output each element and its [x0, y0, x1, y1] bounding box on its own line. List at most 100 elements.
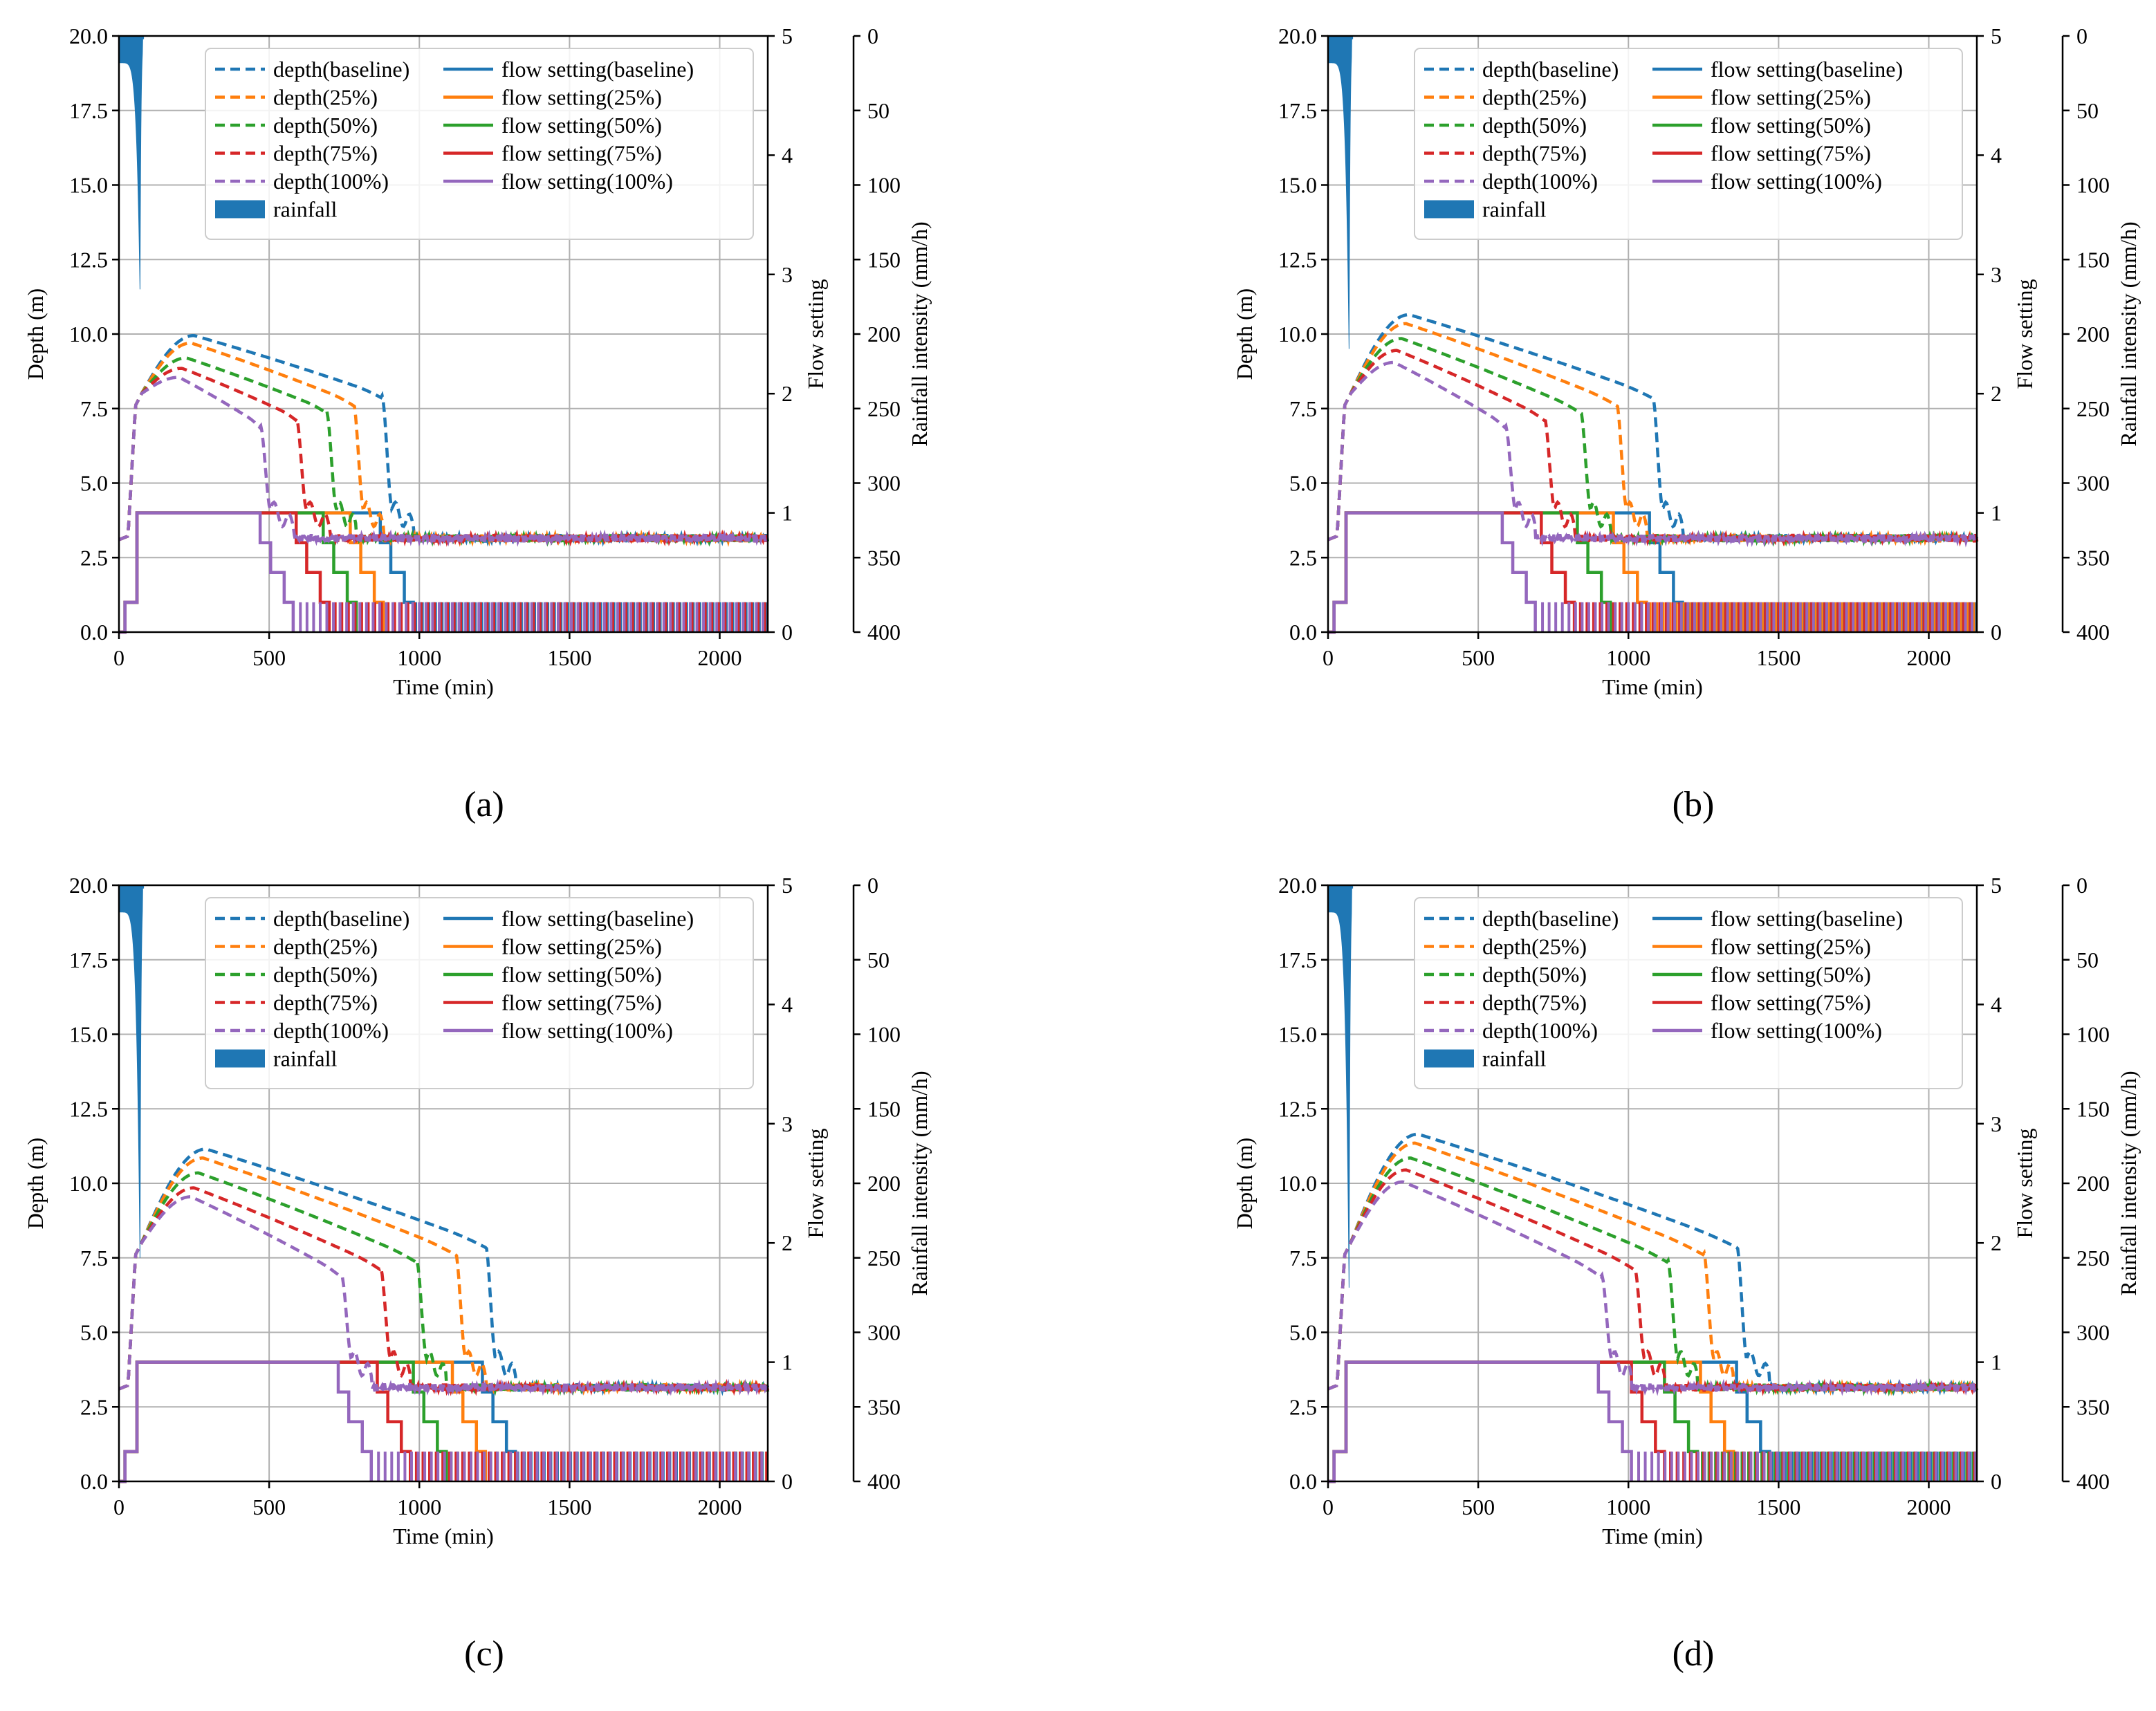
- flow-tick-label: 3: [782, 262, 793, 287]
- rain-tick-label: 350: [2076, 1394, 2110, 1419]
- depth-tick-label: 17.5: [1278, 98, 1317, 123]
- legend-depth-label: depth(50%): [1482, 962, 1587, 987]
- legend-flow-label: flow setting(baseline): [1711, 57, 1903, 82]
- depth-line-50%: [118, 1171, 770, 1396]
- rain-axis-title: Rainfall intensity (mm/h): [2116, 221, 2141, 446]
- chart-panel-b: 0.02.55.07.510.012.515.017.520.00 500 1000…: [1232, 24, 2141, 824]
- legend-depth-label: depth(25%): [1482, 85, 1587, 110]
- depth-tick-label: 15.0: [69, 1022, 108, 1047]
- legend-flow-label: flow setting(50%): [501, 113, 662, 138]
- legend-flow-label: flow setting(75%): [1711, 141, 1871, 166]
- rain-tick-label: 100: [2076, 1022, 2110, 1047]
- flow-tick-label: 4: [1991, 142, 2002, 167]
- x-tick-label: 2000: [698, 1495, 742, 1519]
- flow-tick-label: 3: [1991, 1111, 2002, 1136]
- rain-tick-label: 200: [867, 1171, 901, 1196]
- flow-tail-75%: [414, 1451, 768, 1481]
- x-tick-label: 0: [113, 1495, 125, 1519]
- depth-tick-label: 12.5: [69, 1096, 108, 1121]
- x-axis-title: Time (min): [1602, 674, 1703, 699]
- depth-tick-label: 5.0: [80, 471, 108, 496]
- legend-depth-label: depth(75%): [273, 990, 378, 1015]
- rain-tick-label: 300: [867, 1320, 901, 1345]
- flow-tail-75%: [333, 602, 766, 632]
- legend: depth(baseline) depth(25%) depth(50%) depth…: [205, 48, 754, 240]
- depth-axis-title: Depth (m): [1232, 1138, 1257, 1229]
- flow-tick-label: 5: [782, 24, 793, 48]
- x-tick-label: 2000: [1907, 1495, 1951, 1519]
- depth-line-100%: [1327, 1180, 1978, 1397]
- legend-depth-label: depth(25%): [273, 934, 378, 959]
- rain-tick-label: 0: [2076, 873, 2088, 898]
- depth-tick-label: 0.0: [1289, 1469, 1317, 1494]
- rain-tick-label: 200: [2076, 1171, 2110, 1196]
- flow-line-75%: [119, 1360, 412, 1483]
- depth-line-100%: [118, 376, 768, 548]
- flow-tick-label: 4: [1991, 992, 2002, 1017]
- flow-tick-label: 1: [1991, 501, 2002, 526]
- legend-depth-label: depth(baseline): [273, 57, 409, 82]
- legend: depth(baseline) depth(25%) depth(50%) depth…: [1414, 48, 1963, 240]
- depth-line-25%: [118, 1156, 769, 1396]
- rain-tick-label: 300: [2076, 1320, 2110, 1345]
- legend-flow-label: flow setting(100%): [501, 1018, 673, 1043]
- flow-tick-label: 5: [1991, 873, 2002, 898]
- depth-tick-label: 20.0: [69, 24, 108, 48]
- legend-depth-label: depth(baseline): [1482, 906, 1619, 931]
- flow-tick-label: 1: [782, 1350, 793, 1375]
- legend-depth-label: depth(75%): [1482, 141, 1587, 166]
- rain-tick-label: 50: [2076, 98, 2099, 123]
- flow-axis-title: Flow setting: [2012, 1128, 2037, 1238]
- rain-axis-title: Rainfall intensity (mm/h): [2116, 1071, 2141, 1295]
- legend-flow-label: flow setting(baseline): [1711, 906, 1903, 931]
- rainfall-bars: [1327, 885, 1354, 1288]
- legend-depth-label: depth(25%): [273, 85, 378, 110]
- legend-depth-label: depth(100%): [1482, 1018, 1598, 1043]
- rain-tick-label: 200: [2076, 322, 2110, 346]
- rain-tick-label: 400: [867, 1469, 901, 1494]
- legend-depth-label: depth(100%): [273, 169, 389, 194]
- flow-tail-100%: [1541, 602, 1974, 632]
- depth-tick-label: 2.5: [80, 1394, 108, 1419]
- flow-axis-title: Flow setting: [803, 279, 828, 389]
- depth-tick-label: 5.0: [1289, 1320, 1317, 1345]
- depth-axis-title: Depth (m): [1232, 288, 1257, 380]
- legend-flow-label: flow setting(25%): [1711, 934, 1871, 959]
- legend-rainfall-label: rainfall: [273, 1046, 338, 1071]
- rain-axis-title: Rainfall intensity (mm/h): [907, 221, 932, 446]
- panel-label: (d): [1673, 1634, 1715, 1674]
- x-tick-label: 1000: [397, 1495, 441, 1519]
- x-tick-label: 2000: [1907, 645, 1951, 670]
- depth-line-100%: [1327, 360, 1978, 548]
- flow-line-100%: [119, 511, 295, 634]
- legend-flow-label: flow setting(100%): [501, 169, 673, 194]
- depth-tick-label: 7.5: [1289, 396, 1317, 421]
- x-tick-label: 0: [113, 645, 125, 670]
- depth-line-75%: [118, 367, 770, 547]
- flow-tick-label: 5: [782, 873, 793, 898]
- panel-label: (b): [1673, 785, 1715, 824]
- flow-tick-label: 2: [1991, 1230, 2002, 1255]
- rain-tick-label: 250: [867, 396, 901, 421]
- flow-tick-label: 4: [782, 992, 793, 1017]
- x-tick-label: 1500: [547, 645, 591, 670]
- legend-rainfall-label: rainfall: [1482, 197, 1547, 222]
- rain-tick-label: 100: [867, 173, 901, 198]
- x-axis-title: Time (min): [393, 674, 494, 699]
- legend-rainfall-label: rainfall: [1482, 1046, 1547, 1071]
- depth-tick-label: 20.0: [1278, 873, 1317, 898]
- depth-tick-label: 17.5: [1278, 947, 1317, 972]
- depth-tick-label: 17.5: [69, 98, 108, 123]
- x-tick-label: 0: [1323, 1495, 1334, 1519]
- depth-line-25%: [1327, 1141, 1979, 1396]
- rain-tick-label: 300: [2076, 471, 2110, 496]
- legend-depth-label: depth(baseline): [273, 906, 409, 931]
- rainfall-bars: [118, 885, 145, 1258]
- depth-tick-label: 0.0: [80, 1469, 108, 1494]
- flow-tick-label: 4: [782, 142, 793, 167]
- x-tick-label: 1000: [1606, 1495, 1650, 1519]
- panel-label: (a): [464, 785, 504, 824]
- legend-flow-label: flow setting(50%): [1711, 962, 1871, 987]
- legend-rainfall-label: rainfall: [273, 197, 338, 222]
- flow-tick-label: 5: [1991, 24, 2002, 48]
